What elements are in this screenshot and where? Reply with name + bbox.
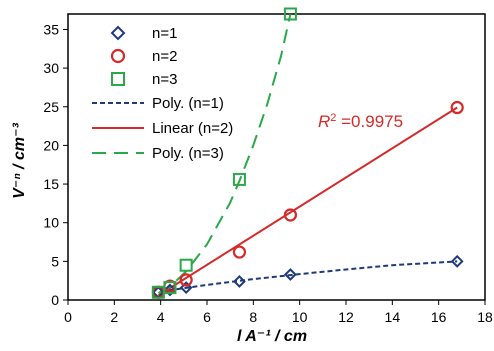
y-tick-label: 5 — [51, 253, 59, 269]
r-value: =0.9975 — [336, 112, 403, 131]
legend-entry-linear-n2: Linear (n=2) — [92, 120, 233, 137]
y-tick-label: 25 — [43, 99, 59, 115]
legend-label-n1: n=1 — [152, 25, 177, 42]
legend-entry-poly-n1: Poly. (n=1) — [92, 95, 224, 112]
data-point-n1 — [283, 268, 297, 281]
data-point-n3 — [283, 7, 297, 21]
legend-marker-square — [111, 72, 125, 86]
y-tick-label: 30 — [43, 60, 59, 76]
r-exponent: 2 — [330, 112, 336, 124]
legend-entry-n2: n=2 — [110, 48, 177, 65]
data-point-n3 — [163, 281, 177, 295]
x-tick-label: 18 — [477, 309, 493, 325]
data-point-n1 — [450, 254, 464, 268]
y-tick-label: 10 — [43, 215, 59, 231]
x-tick-label: 14 — [385, 309, 401, 325]
legend-label-n3: n=3 — [152, 71, 177, 88]
legend-label-linear-n2: Linear (n=2) — [152, 120, 233, 137]
fit-line-0 — [160, 260, 458, 293]
data-point-n2 — [232, 245, 247, 259]
x-tick-label: 2 — [110, 309, 118, 325]
data-point-n3 — [232, 172, 246, 186]
y-tick-label: 15 — [43, 176, 59, 192]
fit-line-1 — [157, 106, 458, 297]
data-point-n1 — [163, 283, 177, 297]
data-point-n2 — [450, 100, 464, 115]
legend-entry-n3: n=3 — [111, 71, 177, 88]
r-squared-annotation: R2 =0.9975 — [318, 112, 403, 131]
legend: n=1 n=2 n=3 Poly. (n=1) Linear (n=2) Pol… — [92, 25, 233, 162]
x-tick-label: 16 — [431, 309, 447, 325]
plot-area-border — [67, 13, 486, 301]
legend-label-poly-n3: Poly. (n=3) — [152, 145, 224, 162]
fit-line-2 — [157, 13, 292, 294]
legend-label-poly-n1: Poly. (n=1) — [152, 95, 224, 112]
y-tick-label: 35 — [43, 21, 59, 37]
x-tick-label: 10 — [292, 309, 308, 325]
data-point-n3 — [179, 258, 193, 272]
data-point-n1 — [179, 281, 193, 295]
r-symbol: R — [318, 112, 330, 131]
x-tick-label: 6 — [203, 309, 211, 325]
y-tick-label: 0 — [51, 292, 59, 308]
y-axis-label: V⁻ⁿ / cm⁻³ — [11, 122, 28, 198]
legend-marker-diamond — [110, 25, 126, 41]
x-tick-label: 12 — [338, 309, 354, 325]
legend-marker-circle — [110, 48, 126, 64]
y-tick-label: 20 — [43, 137, 59, 153]
x-tick-label: 0 — [64, 309, 72, 325]
legend-entry-poly-n3: Poly. (n=3) — [92, 145, 224, 162]
legend-entry-n1: n=1 — [110, 25, 177, 42]
x-axis-label: l A⁻¹ / cm — [237, 328, 307, 345]
x-tick-label: 4 — [157, 309, 165, 325]
data-point-n2 — [179, 273, 193, 287]
legend-label-n2: n=2 — [152, 48, 177, 65]
data-point-n2 — [283, 208, 297, 222]
x-tick-label: 8 — [249, 309, 257, 325]
data-point-n1 — [233, 275, 246, 288]
